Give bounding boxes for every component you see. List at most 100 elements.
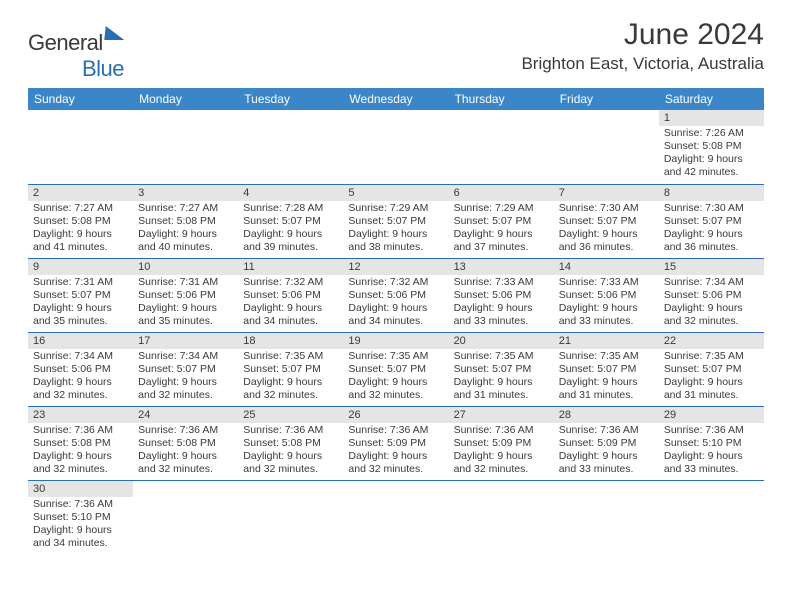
- calendar-day-cell: 6Sunrise: 7:29 AMSunset: 5:07 PMDaylight…: [449, 184, 554, 258]
- day-number: 24: [133, 407, 238, 423]
- calendar-table: SundayMondayTuesdayWednesdayThursdayFrid…: [28, 88, 764, 554]
- day-details: Sunrise: 7:27 AMSunset: 5:08 PMDaylight:…: [28, 201, 133, 256]
- calendar-empty-cell: [554, 110, 659, 184]
- day-number: 23: [28, 407, 133, 423]
- day-details: Sunrise: 7:34 AMSunset: 5:07 PMDaylight:…: [133, 349, 238, 404]
- calendar-day-cell: 5Sunrise: 7:29 AMSunset: 5:07 PMDaylight…: [343, 184, 448, 258]
- header: General Blue June 2024 Brighton East, Vi…: [28, 18, 764, 82]
- calendar-week-row: 9Sunrise: 7:31 AMSunset: 5:07 PMDaylight…: [28, 258, 764, 332]
- calendar-day-cell: 17Sunrise: 7:34 AMSunset: 5:07 PMDayligh…: [133, 332, 238, 406]
- calendar-day-cell: 23Sunrise: 7:36 AMSunset: 5:08 PMDayligh…: [28, 406, 133, 480]
- calendar-day-cell: 20Sunrise: 7:35 AMSunset: 5:07 PMDayligh…: [449, 332, 554, 406]
- calendar-empty-cell: [659, 480, 764, 554]
- calendar-day-cell: 15Sunrise: 7:34 AMSunset: 5:06 PMDayligh…: [659, 258, 764, 332]
- day-details: Sunrise: 7:30 AMSunset: 5:07 PMDaylight:…: [554, 201, 659, 256]
- calendar-day-cell: 28Sunrise: 7:36 AMSunset: 5:09 PMDayligh…: [554, 406, 659, 480]
- day-details: Sunrise: 7:26 AMSunset: 5:08 PMDaylight:…: [659, 126, 764, 181]
- day-number: 25: [238, 407, 343, 423]
- calendar-day-cell: 7Sunrise: 7:30 AMSunset: 5:07 PMDaylight…: [554, 184, 659, 258]
- weekday-header: Sunday: [28, 88, 133, 110]
- day-details: Sunrise: 7:33 AMSunset: 5:06 PMDaylight:…: [554, 275, 659, 330]
- calendar-day-cell: 18Sunrise: 7:35 AMSunset: 5:07 PMDayligh…: [238, 332, 343, 406]
- day-details: Sunrise: 7:28 AMSunset: 5:07 PMDaylight:…: [238, 201, 343, 256]
- calendar-empty-cell: [238, 480, 343, 554]
- day-number: 15: [659, 259, 764, 275]
- calendar-day-cell: 12Sunrise: 7:32 AMSunset: 5:06 PMDayligh…: [343, 258, 448, 332]
- day-number: 4: [238, 185, 343, 201]
- calendar-day-cell: 1Sunrise: 7:26 AMSunset: 5:08 PMDaylight…: [659, 110, 764, 184]
- calendar-day-cell: 22Sunrise: 7:35 AMSunset: 5:07 PMDayligh…: [659, 332, 764, 406]
- day-details: Sunrise: 7:36 AMSunset: 5:10 PMDaylight:…: [659, 423, 764, 478]
- day-number: 20: [449, 333, 554, 349]
- calendar-empty-cell: [449, 110, 554, 184]
- weekday-header: Saturday: [659, 88, 764, 110]
- calendar-day-cell: 24Sunrise: 7:36 AMSunset: 5:08 PMDayligh…: [133, 406, 238, 480]
- day-details: Sunrise: 7:29 AMSunset: 5:07 PMDaylight:…: [343, 201, 448, 256]
- calendar-day-cell: 10Sunrise: 7:31 AMSunset: 5:06 PMDayligh…: [133, 258, 238, 332]
- calendar-day-cell: 8Sunrise: 7:30 AMSunset: 5:07 PMDaylight…: [659, 184, 764, 258]
- title-block: June 2024 Brighton East, Victoria, Austr…: [521, 18, 764, 74]
- day-details: Sunrise: 7:29 AMSunset: 5:07 PMDaylight:…: [449, 201, 554, 256]
- day-details: Sunrise: 7:35 AMSunset: 5:07 PMDaylight:…: [238, 349, 343, 404]
- day-details: Sunrise: 7:31 AMSunset: 5:07 PMDaylight:…: [28, 275, 133, 330]
- day-number: 7: [554, 185, 659, 201]
- calendar-week-row: 16Sunrise: 7:34 AMSunset: 5:06 PMDayligh…: [28, 332, 764, 406]
- calendar-empty-cell: [133, 110, 238, 184]
- calendar-day-cell: 21Sunrise: 7:35 AMSunset: 5:07 PMDayligh…: [554, 332, 659, 406]
- calendar-day-cell: 30Sunrise: 7:36 AMSunset: 5:10 PMDayligh…: [28, 480, 133, 554]
- day-details: Sunrise: 7:36 AMSunset: 5:09 PMDaylight:…: [554, 423, 659, 478]
- calendar-empty-cell: [343, 110, 448, 184]
- day-details: Sunrise: 7:36 AMSunset: 5:08 PMDaylight:…: [238, 423, 343, 478]
- day-number: 22: [659, 333, 764, 349]
- calendar-day-cell: 25Sunrise: 7:36 AMSunset: 5:08 PMDayligh…: [238, 406, 343, 480]
- day-details: Sunrise: 7:32 AMSunset: 5:06 PMDaylight:…: [343, 275, 448, 330]
- day-number: 2: [28, 185, 133, 201]
- day-number: 13: [449, 259, 554, 275]
- calendar-empty-cell: [133, 480, 238, 554]
- calendar-day-cell: 13Sunrise: 7:33 AMSunset: 5:06 PMDayligh…: [449, 258, 554, 332]
- brand-part2: Blue: [82, 56, 124, 82]
- day-details: Sunrise: 7:36 AMSunset: 5:09 PMDaylight:…: [449, 423, 554, 478]
- day-number: 29: [659, 407, 764, 423]
- day-number: 18: [238, 333, 343, 349]
- day-details: Sunrise: 7:34 AMSunset: 5:06 PMDaylight:…: [659, 275, 764, 330]
- calendar-day-cell: 26Sunrise: 7:36 AMSunset: 5:09 PMDayligh…: [343, 406, 448, 480]
- calendar-empty-cell: [554, 480, 659, 554]
- day-number: 28: [554, 407, 659, 423]
- day-number: 1: [659, 110, 764, 126]
- calendar-empty-cell: [343, 480, 448, 554]
- day-details: Sunrise: 7:32 AMSunset: 5:06 PMDaylight:…: [238, 275, 343, 330]
- month-title: June 2024: [521, 18, 764, 52]
- brand-logo: General Blue: [28, 26, 125, 82]
- day-number: 17: [133, 333, 238, 349]
- calendar-week-row: 2Sunrise: 7:27 AMSunset: 5:08 PMDaylight…: [28, 184, 764, 258]
- day-number: 30: [28, 481, 133, 497]
- day-details: Sunrise: 7:36 AMSunset: 5:10 PMDaylight:…: [28, 497, 133, 552]
- day-details: Sunrise: 7:30 AMSunset: 5:07 PMDaylight:…: [659, 201, 764, 256]
- day-number: 21: [554, 333, 659, 349]
- calendar-day-cell: 29Sunrise: 7:36 AMSunset: 5:10 PMDayligh…: [659, 406, 764, 480]
- day-details: Sunrise: 7:36 AMSunset: 5:09 PMDaylight:…: [343, 423, 448, 478]
- weekday-header: Thursday: [449, 88, 554, 110]
- day-number: 27: [449, 407, 554, 423]
- calendar-day-cell: 27Sunrise: 7:36 AMSunset: 5:09 PMDayligh…: [449, 406, 554, 480]
- day-number: 8: [659, 185, 764, 201]
- brand-triangle-icon: [104, 26, 125, 40]
- weekday-header: Wednesday: [343, 88, 448, 110]
- brand-text: General Blue: [28, 26, 125, 82]
- day-details: Sunrise: 7:27 AMSunset: 5:08 PMDaylight:…: [133, 201, 238, 256]
- day-number: 11: [238, 259, 343, 275]
- day-details: Sunrise: 7:36 AMSunset: 5:08 PMDaylight:…: [28, 423, 133, 478]
- calendar-day-cell: 9Sunrise: 7:31 AMSunset: 5:07 PMDaylight…: [28, 258, 133, 332]
- day-number: 19: [343, 333, 448, 349]
- day-number: 6: [449, 185, 554, 201]
- day-details: Sunrise: 7:34 AMSunset: 5:06 PMDaylight:…: [28, 349, 133, 404]
- calendar-day-cell: 16Sunrise: 7:34 AMSunset: 5:06 PMDayligh…: [28, 332, 133, 406]
- day-number: 26: [343, 407, 448, 423]
- calendar-day-cell: 14Sunrise: 7:33 AMSunset: 5:06 PMDayligh…: [554, 258, 659, 332]
- calendar-day-cell: 4Sunrise: 7:28 AMSunset: 5:07 PMDaylight…: [238, 184, 343, 258]
- calendar-empty-cell: [449, 480, 554, 554]
- day-number: 10: [133, 259, 238, 275]
- day-number: 3: [133, 185, 238, 201]
- day-number: 16: [28, 333, 133, 349]
